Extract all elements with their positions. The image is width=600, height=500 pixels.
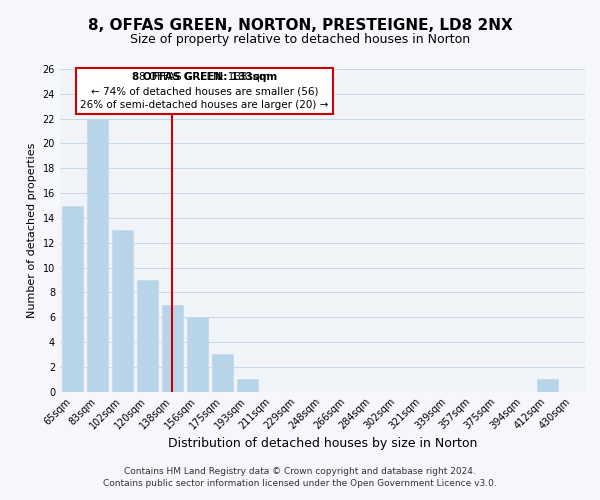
- Text: Contains HM Land Registry data © Crown copyright and database right 2024.
Contai: Contains HM Land Registry data © Crown c…: [103, 466, 497, 487]
- Bar: [112, 230, 133, 392]
- Bar: [237, 380, 258, 392]
- X-axis label: Distribution of detached houses by size in Norton: Distribution of detached houses by size …: [168, 437, 477, 450]
- Y-axis label: Number of detached properties: Number of detached properties: [27, 142, 37, 318]
- Bar: [87, 118, 108, 392]
- Bar: [212, 354, 233, 392]
- Bar: [537, 380, 558, 392]
- Text: 8 OFFAS GREEN: 133sqm
← 74% of detached houses are smaller (56)
26% of semi-deta: 8 OFFAS GREEN: 133sqm ← 74% of detached …: [80, 72, 329, 110]
- Text: 8, OFFAS GREEN, NORTON, PRESTEIGNE, LD8 2NX: 8, OFFAS GREEN, NORTON, PRESTEIGNE, LD8 …: [88, 18, 512, 32]
- Bar: [162, 305, 183, 392]
- Bar: [62, 206, 83, 392]
- Text: 8 OFFAS GREEN: 133sqm: 8 OFFAS GREEN: 133sqm: [131, 72, 277, 82]
- Text: Size of property relative to detached houses in Norton: Size of property relative to detached ho…: [130, 32, 470, 46]
- Bar: [187, 317, 208, 392]
- Bar: [137, 280, 158, 392]
